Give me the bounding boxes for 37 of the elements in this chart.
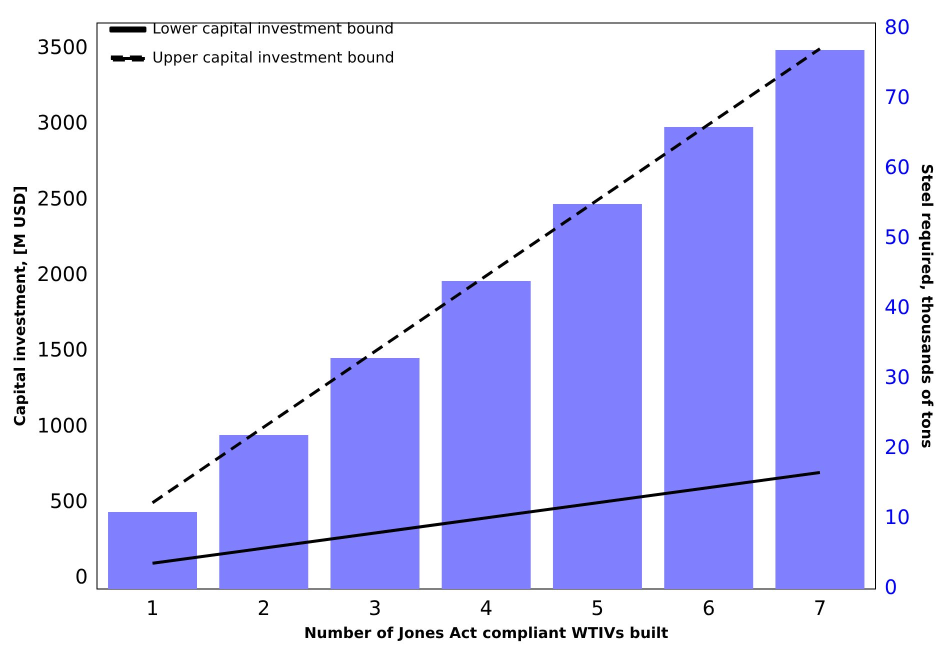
bar	[219, 434, 308, 589]
x-tick-label: 7	[814, 596, 826, 620]
y2-tick-label: 0	[884, 575, 898, 600]
y-tick-label: 1000	[36, 413, 88, 438]
legend-label: Lower capital investment bound	[152, 19, 394, 38]
y2-tick-label: 40	[884, 295, 910, 320]
bar	[330, 358, 420, 589]
x-tick-label: 4	[480, 596, 493, 620]
legend-label: Upper capital investment bound	[152, 48, 394, 66]
y2-tick-label: 70	[884, 85, 910, 110]
bar	[775, 50, 864, 589]
bar	[552, 204, 642, 589]
y2-tick-label: 80	[884, 15, 910, 40]
y2-axis-title: Steel required, thousands of tons	[918, 164, 936, 448]
y2-tick-label: 30	[884, 365, 910, 390]
x-tick-label: 6	[702, 596, 716, 620]
y-tick-label: 3000	[36, 110, 88, 135]
line-series	[151, 47, 822, 504]
y-tick-label: 500	[50, 488, 88, 513]
y2-tick-label: 50	[884, 225, 910, 250]
bar	[108, 512, 198, 589]
y-tick-label: 2500	[36, 186, 88, 210]
y-tick-label: 0	[75, 564, 88, 589]
y-tick-label: 1500	[36, 338, 88, 362]
bar	[664, 126, 754, 589]
bar	[442, 280, 531, 589]
y-axis-title: Capital investment, [M USD]	[10, 186, 29, 426]
y2-tick-label: 20	[884, 435, 910, 460]
x-tick-label: 1	[146, 596, 159, 620]
x-tick-label: 2	[257, 596, 270, 620]
y-tick-label: 3500	[36, 34, 88, 59]
y2-tick-label: 60	[884, 155, 910, 180]
x-axis-title: Number of Jones Act compliant WTIVs built	[304, 624, 668, 642]
x-tick-label: 3	[368, 596, 382, 620]
y2-tick-label: 10	[884, 505, 910, 530]
y-tick-label: 2000	[36, 262, 88, 286]
x-tick-label: 5	[591, 596, 604, 620]
